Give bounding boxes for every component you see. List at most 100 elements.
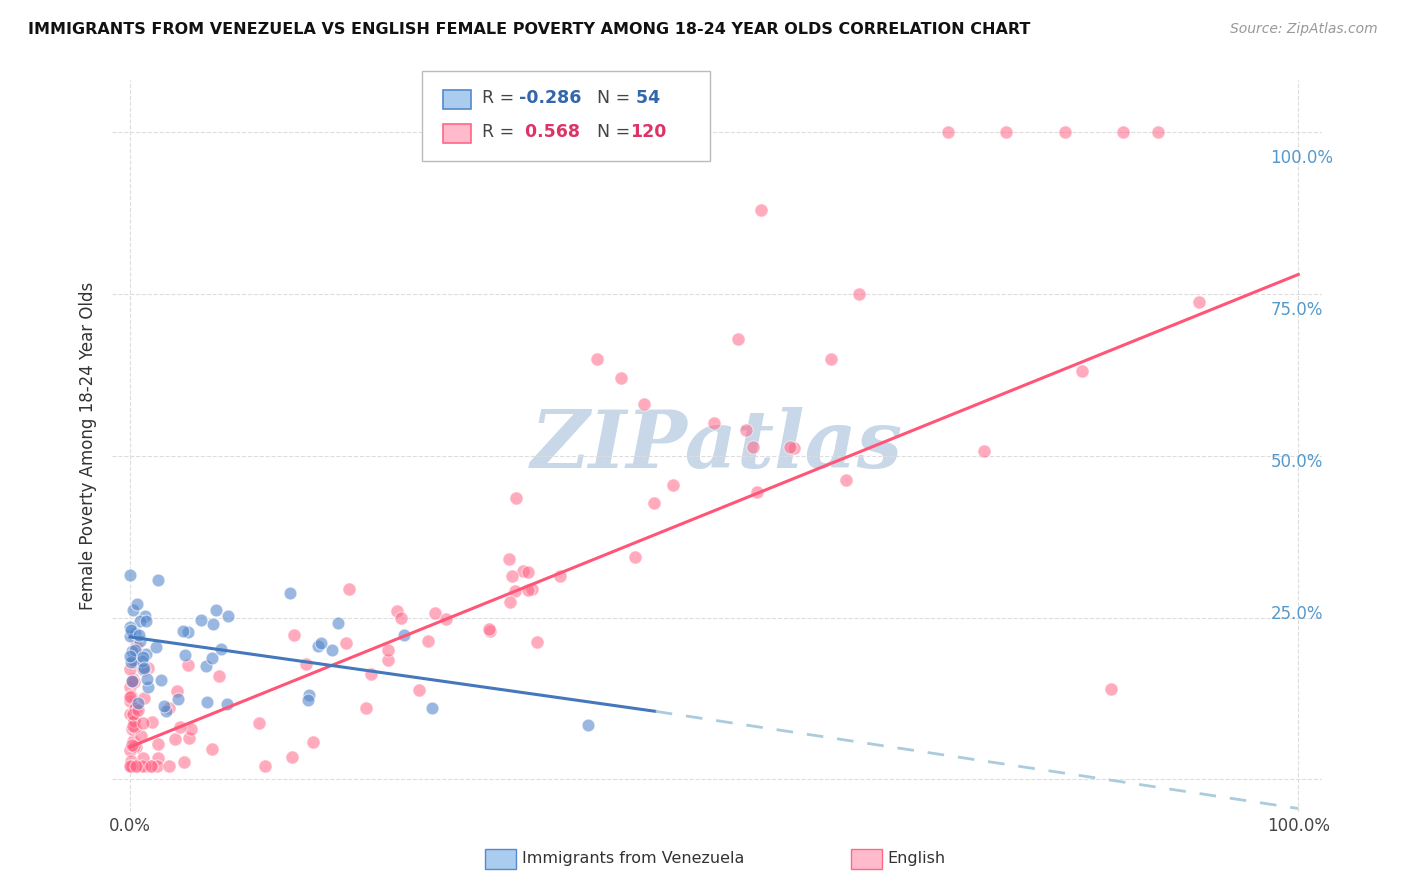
Point	[186, 726, 208, 740]
Point	[184, 700, 207, 714]
Point	[644, 404, 666, 418]
Point	[522, 549, 544, 564]
Point	[181, 647, 204, 661]
Point	[180, 729, 202, 743]
Point	[197, 670, 219, 684]
Point	[184, 701, 207, 715]
Point	[427, 621, 450, 635]
Point	[190, 607, 212, 622]
Point	[187, 690, 209, 705]
Point	[350, 632, 373, 646]
Point	[183, 645, 205, 659]
Point	[191, 744, 214, 758]
Point	[1039, 373, 1062, 387]
Point	[453, 689, 475, 703]
Point	[184, 619, 207, 633]
Point	[1076, 149, 1098, 163]
Point	[184, 690, 207, 704]
Text: 0.568: 0.568	[519, 123, 579, 141]
Point	[742, 444, 765, 458]
Point	[254, 727, 277, 741]
Point	[180, 565, 202, 579]
Point	[181, 615, 204, 630]
Point	[825, 475, 848, 490]
Point	[193, 652, 215, 666]
Point	[749, 221, 772, 235]
Point	[180, 640, 202, 655]
Point	[538, 579, 561, 593]
Point	[243, 607, 266, 621]
Point	[326, 735, 349, 749]
Text: English: English	[887, 851, 945, 865]
Point	[970, 149, 993, 163]
Point	[235, 709, 257, 723]
Point	[195, 639, 218, 653]
Point	[568, 566, 591, 580]
Point	[194, 744, 217, 758]
Point	[233, 717, 256, 731]
Point	[363, 635, 385, 649]
Point	[263, 634, 285, 648]
Point	[543, 577, 565, 591]
Point	[375, 628, 398, 642]
Point	[183, 724, 205, 739]
Point	[232, 649, 254, 664]
Point	[593, 706, 616, 720]
Point	[193, 704, 215, 718]
Point	[775, 444, 797, 458]
Point	[325, 582, 347, 596]
Text: 54: 54	[630, 89, 659, 107]
Point	[398, 658, 420, 673]
Point	[184, 725, 207, 739]
Point	[184, 665, 207, 679]
Point	[669, 480, 692, 494]
Text: ZIPatlas: ZIPatlas	[534, 412, 907, 489]
Point	[187, 591, 209, 606]
Point	[180, 613, 202, 627]
Point	[205, 569, 228, 583]
Point	[186, 690, 208, 705]
Point	[215, 744, 238, 758]
Point	[211, 687, 233, 701]
Text: IMMIGRANTS FROM VENEZUELA VS ENGLISH FEMALE POVERTY AMONG 18-24 YEAR OLDS CORREL: IMMIGRANTS FROM VENEZUELA VS ENGLISH FEM…	[28, 22, 1031, 37]
Point	[181, 665, 204, 679]
Point	[180, 695, 202, 709]
Point	[1143, 308, 1166, 322]
Point	[505, 617, 527, 632]
Point	[368, 609, 391, 624]
Point	[224, 681, 246, 695]
Point	[191, 645, 214, 659]
Point	[193, 653, 215, 667]
Text: -0.286: -0.286	[519, 89, 581, 107]
Point	[449, 627, 471, 641]
Point	[180, 744, 202, 758]
Point	[254, 642, 277, 657]
Point	[194, 608, 217, 623]
Point	[181, 739, 204, 753]
Point	[186, 744, 208, 758]
Point	[186, 706, 208, 721]
Point	[465, 606, 488, 620]
Point	[183, 706, 205, 721]
Point	[224, 673, 246, 688]
Point	[180, 622, 202, 636]
Point	[745, 487, 768, 501]
Point	[1022, 149, 1045, 163]
Point	[205, 723, 228, 738]
Point	[353, 628, 375, 642]
Point	[813, 361, 835, 376]
Text: R =: R =	[482, 123, 520, 141]
Point	[707, 422, 730, 436]
Point	[188, 626, 211, 640]
Point	[208, 663, 231, 677]
Point	[197, 652, 219, 666]
Point	[193, 680, 215, 694]
Point	[181, 744, 204, 758]
Point	[257, 598, 280, 612]
Point	[195, 663, 218, 677]
Point	[524, 566, 547, 580]
Point	[183, 695, 205, 709]
Point	[204, 632, 226, 647]
Point	[260, 659, 283, 673]
Point	[728, 343, 751, 358]
